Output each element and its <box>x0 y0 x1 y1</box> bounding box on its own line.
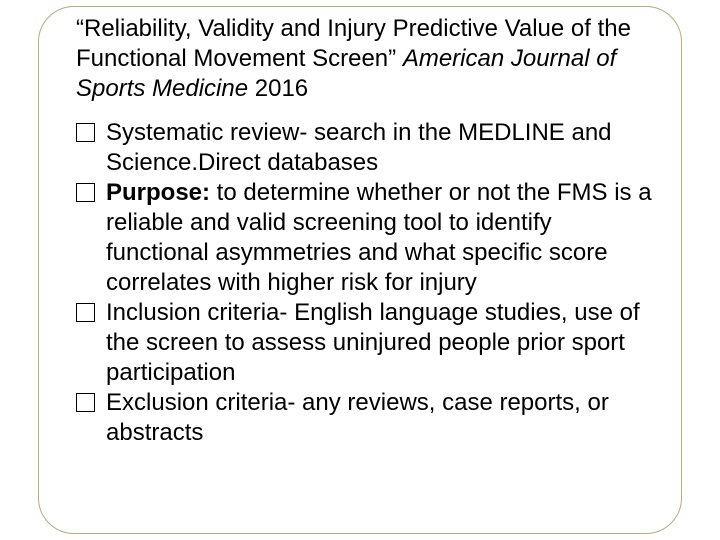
bullet-list: Systematic review- search in the MEDLINE… <box>76 118 660 448</box>
title-year: 2016 <box>248 75 308 102</box>
bullet-bold: Purpose: <box>106 179 210 206</box>
bullet-item: Inclusion criteria- English language stu… <box>76 298 660 388</box>
bullet-item: Purpose: to determine whether or not the… <box>76 178 660 298</box>
content-area: “Reliability, Validity and Injury Predic… <box>76 14 660 448</box>
bullet-item: Systematic review- search in the MEDLINE… <box>76 118 660 178</box>
bullet-item: Exclusion criteria- any reviews, case re… <box>76 388 660 448</box>
bullet-text: Inclusion criteria- English language stu… <box>106 299 640 386</box>
slide-title: “Reliability, Validity and Injury Predic… <box>76 14 660 104</box>
bullet-text: Exclusion criteria- any reviews, case re… <box>106 389 609 446</box>
bullet-text: Systematic review- search in the MEDLINE… <box>106 119 612 176</box>
